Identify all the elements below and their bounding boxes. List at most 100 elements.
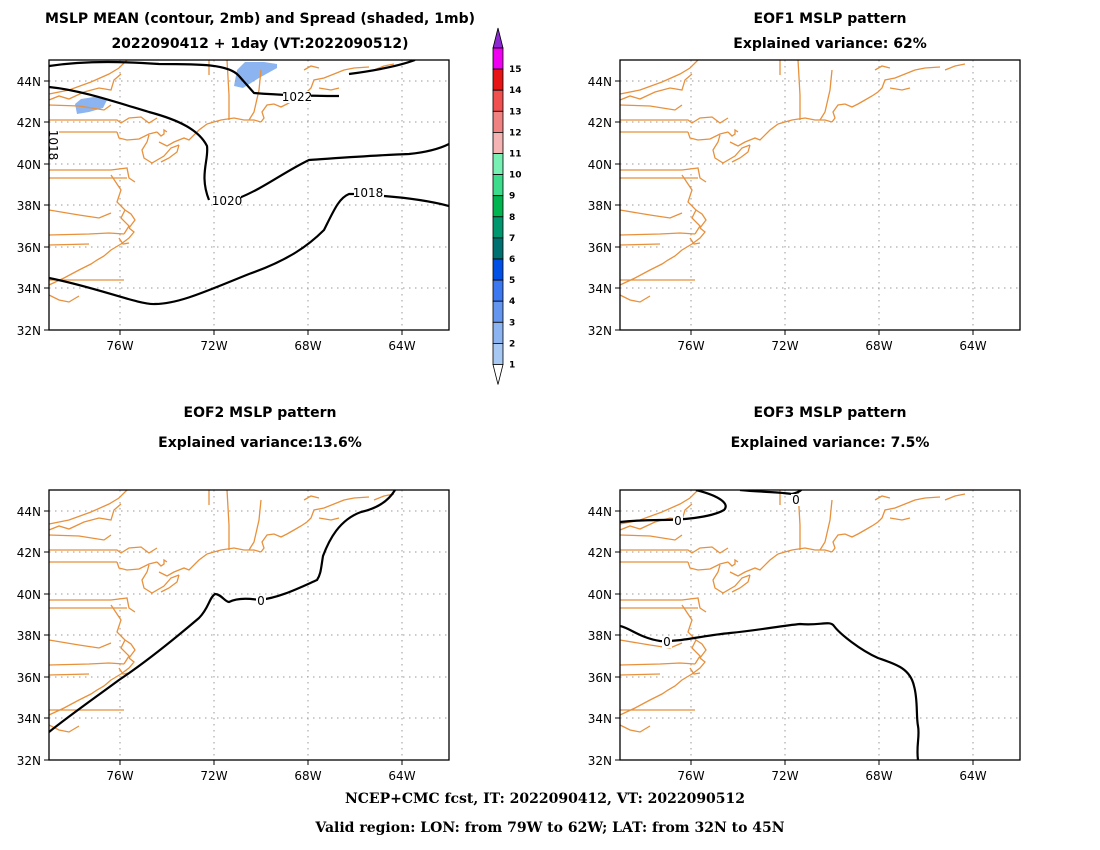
lat-tick-label: 40N xyxy=(588,158,612,172)
contour-line xyxy=(383,194,449,208)
colorbar-segment xyxy=(492,47,504,70)
colorbar-label: 3 xyxy=(509,318,515,328)
lon-tick-label: 76W xyxy=(677,769,704,783)
lat-tick-label: 32N xyxy=(588,324,612,338)
lat-tick-label: 40N xyxy=(588,588,612,602)
lat-tick-label: 38N xyxy=(588,199,612,213)
contour-label-bg xyxy=(662,636,672,648)
lat-tick-label: 38N xyxy=(17,629,41,643)
contour-line xyxy=(49,192,354,306)
contour-line xyxy=(49,490,396,733)
contour-line xyxy=(620,622,920,760)
contour-label: 0 xyxy=(257,594,265,608)
lon-tick-label: 76W xyxy=(106,769,133,783)
lat-tick-label: 32N xyxy=(588,754,612,768)
colorbar-label: 6 xyxy=(509,255,515,265)
lat-tick-label: 42N xyxy=(588,116,612,130)
lon-tick-label: 72W xyxy=(200,339,227,353)
spread-shade-area xyxy=(75,97,107,114)
contour-line xyxy=(620,490,727,524)
grid-lines xyxy=(620,490,1020,760)
lon-tick-label: 68W xyxy=(865,769,892,783)
contour-line xyxy=(348,60,416,76)
map-frame xyxy=(619,59,1021,331)
panel-title: EOF1 MSLP pattern xyxy=(754,11,907,27)
colorbar-label: 10 xyxy=(509,171,522,181)
grid-lines xyxy=(620,60,1020,330)
colorbar-segment xyxy=(492,110,504,133)
lat-tick-label: 36N xyxy=(17,671,41,685)
lat-tick-label: 32N xyxy=(17,754,41,768)
map-frame xyxy=(48,489,450,761)
lat-tick-label: 38N xyxy=(588,629,612,643)
panel-subtitle: Explained variance:13.6% xyxy=(158,435,362,451)
map-panel-1: 1022 1020 1018 1018 44N 42N 40N 38N 36N 34N 32N 76W… xyxy=(17,59,450,353)
contour-label: 0 xyxy=(674,514,682,528)
lat-tick-label: 36N xyxy=(588,671,612,685)
map-panel-4: 0 0 0 44N 42N 40N 38N 36N 34N 32N 76W 72W 68W 64W xyxy=(588,489,1021,783)
contour-label: 1020 xyxy=(212,194,243,208)
colorbar-label: 2 xyxy=(509,339,515,349)
panel-subtitle: Explained variance: 7.5% xyxy=(731,435,930,451)
colorbar-segment xyxy=(492,68,504,91)
contour-label-bg xyxy=(213,195,241,207)
colorbar-segment xyxy=(492,321,504,344)
map-area: 0 xyxy=(49,490,449,760)
colorbar-label: 13 xyxy=(509,107,522,117)
coastline xyxy=(620,60,966,303)
map-frame xyxy=(619,489,1021,761)
lat-tick-label: 36N xyxy=(588,241,612,255)
spread-shade-area xyxy=(234,62,277,88)
coastline xyxy=(49,490,395,733)
map-panel-2: 44N 42N 40N 38N 36N 34N 32N 76W 72W 68W 64W xyxy=(588,59,1021,353)
colorbar-segment xyxy=(492,89,504,112)
colorbar-label: 12 xyxy=(509,128,522,138)
colorbar-label: 11 xyxy=(509,150,522,160)
map-area: 1022 1020 1018 1018 xyxy=(49,60,449,330)
lat-tick-label: 32N xyxy=(17,324,41,338)
colorbar-segment xyxy=(492,131,504,154)
colorbar-label: 5 xyxy=(509,276,515,286)
lon-tick-label: 68W xyxy=(294,339,321,353)
lon-tick-label: 64W xyxy=(959,769,986,783)
lon-tick-label: 64W xyxy=(959,339,986,353)
map-panel-3: 0 44N 42N 40N 38N 36N 34N 32N 76W 72W 68W 64W xyxy=(17,489,450,783)
lon-tick-label: 68W xyxy=(865,339,892,353)
lat-tick-label: 34N xyxy=(17,712,41,726)
contour-line xyxy=(49,85,211,201)
colorbar-segment xyxy=(492,153,504,176)
contour-label-bg xyxy=(791,494,801,506)
colorbar-segment xyxy=(492,300,504,323)
footer-line-2: Valid region: LON: from 79W to 62W; LAT:… xyxy=(314,820,784,836)
panel-subtitle: 2022090412 + 1day (VT:2022090512) xyxy=(111,36,408,52)
contour-label-bg xyxy=(283,91,311,103)
lon-tick-label: 68W xyxy=(294,769,321,783)
coastline xyxy=(49,60,395,303)
colorbar-segment xyxy=(492,195,504,218)
colorbar-segment xyxy=(492,174,504,197)
contour-label-bg xyxy=(256,595,266,607)
lat-tick-label: 44N xyxy=(588,505,612,519)
lat-tick-label: 34N xyxy=(588,712,612,726)
panel-subtitle: Explained variance: 62% xyxy=(733,36,926,52)
contour-label-bg xyxy=(673,515,683,527)
contour-label: 0 xyxy=(792,493,800,507)
colorbar-segment xyxy=(492,237,504,260)
grid-lines xyxy=(49,490,449,760)
colorbar-bottom-arrow xyxy=(492,364,504,385)
colorbar-label: 1 xyxy=(509,361,515,371)
colorbar-label: 15 xyxy=(509,65,522,75)
colorbar-top-arrow xyxy=(492,27,504,49)
lat-tick-label: 44N xyxy=(17,505,41,519)
coastline xyxy=(620,490,966,733)
lon-tick-label: 72W xyxy=(771,339,798,353)
lon-tick-label: 64W xyxy=(388,339,415,353)
lon-tick-label: 72W xyxy=(200,769,227,783)
colorbar-segment xyxy=(492,216,504,239)
colorbar-label: 4 xyxy=(509,297,515,307)
lat-tick-label: 40N xyxy=(17,588,41,602)
footer-line-1: NCEP+CMC fcst, IT: 2022090412, VT: 20220… xyxy=(345,791,745,807)
lat-tick-label: 44N xyxy=(17,75,41,89)
colorbar-label: 9 xyxy=(509,192,515,202)
